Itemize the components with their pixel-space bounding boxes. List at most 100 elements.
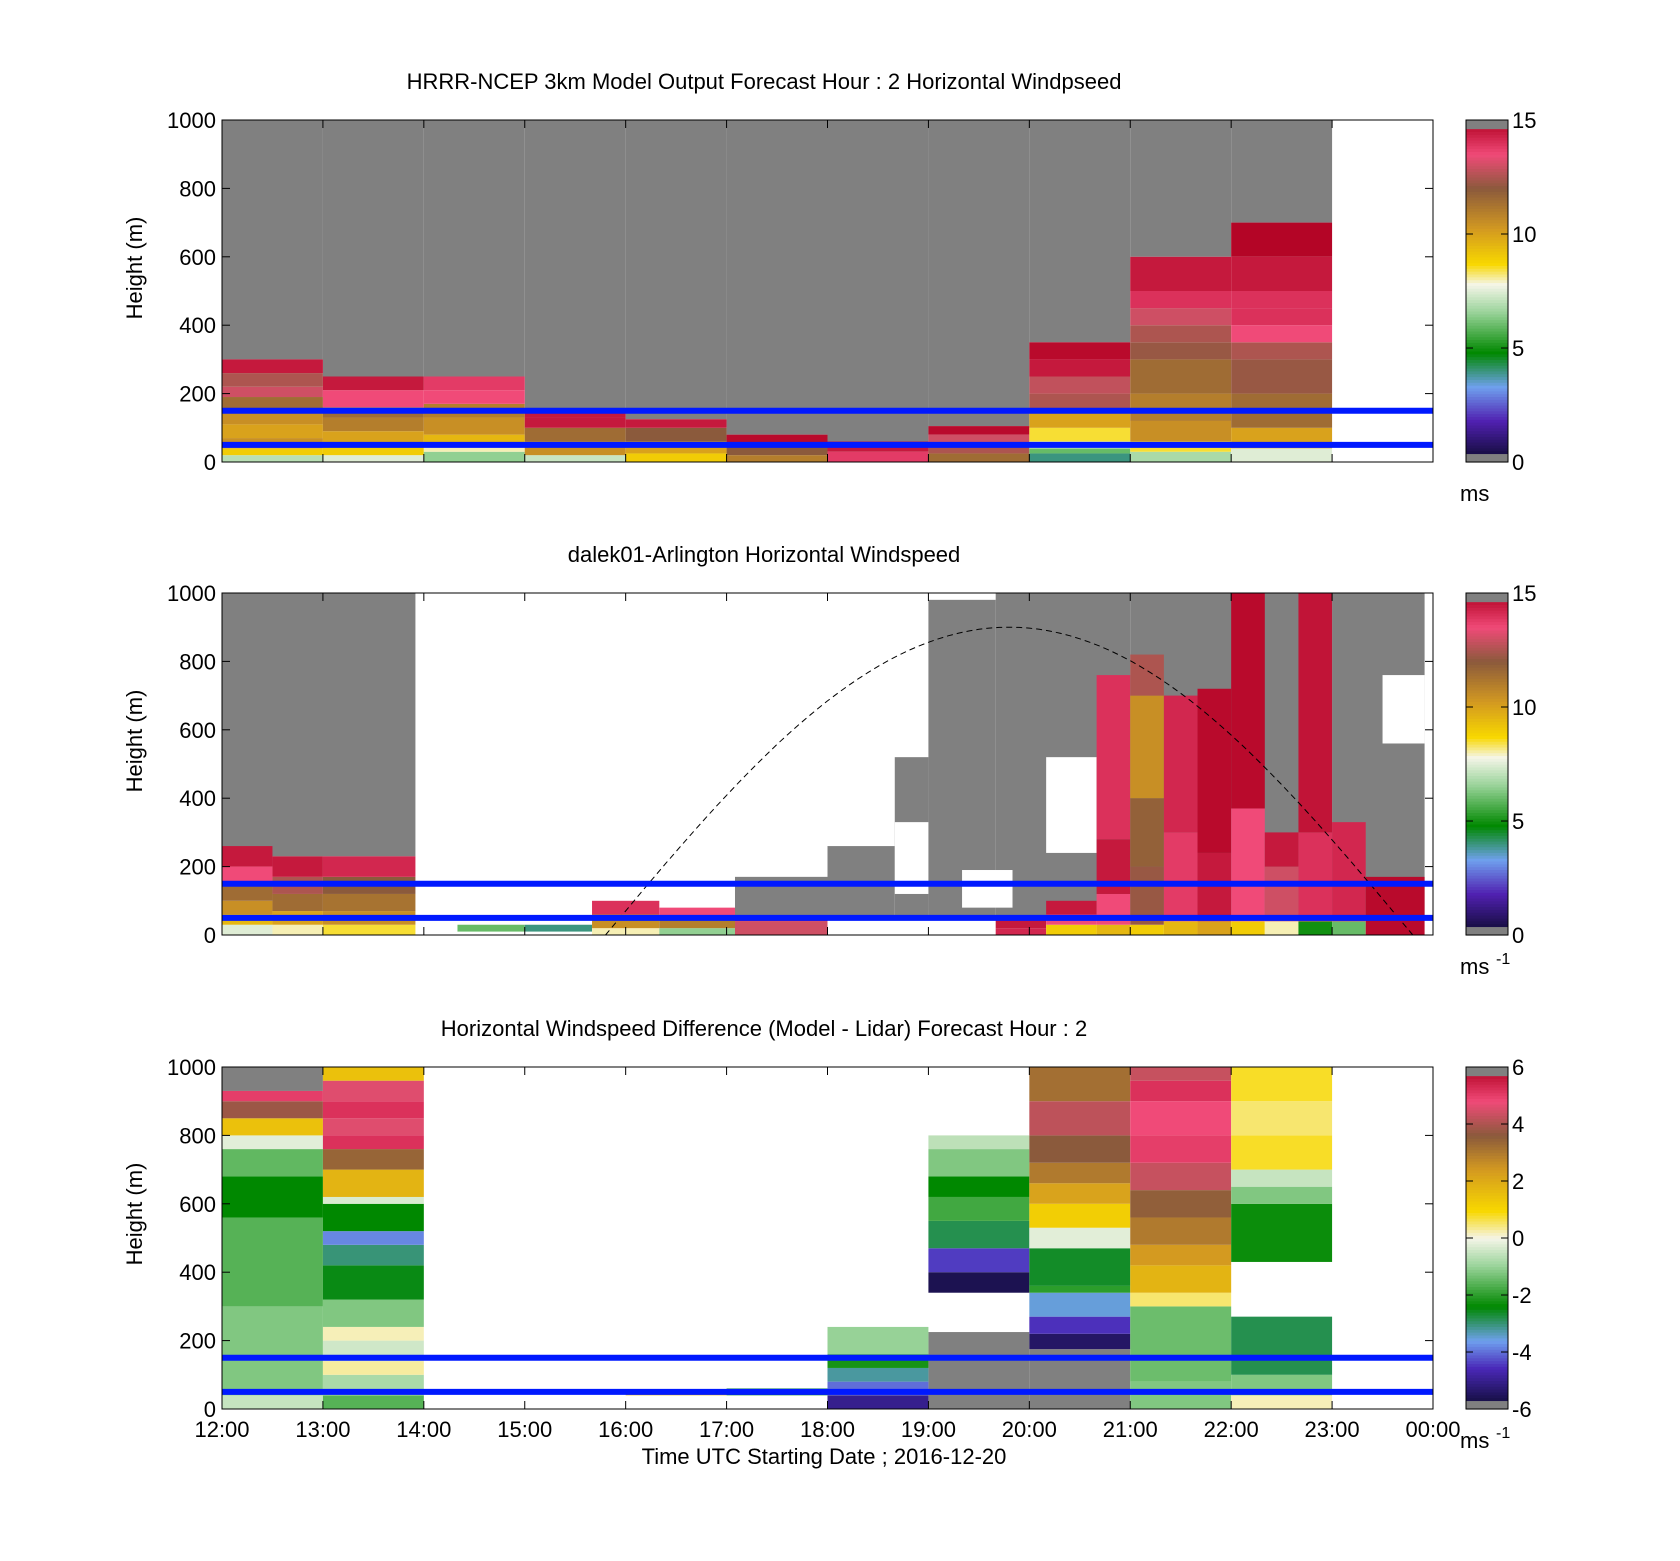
colorbar-segment [1466,390,1508,395]
colorbar-segment [1466,783,1508,788]
colorbar-segment [1466,855,1508,859]
heatmap-cell [995,928,1047,935]
heatmap-cell [222,1101,323,1119]
colorbar-segment [1466,1189,1508,1193]
colorbar-segment [1466,122,1508,127]
heatmap-cell [1231,448,1333,462]
colorbar-segment [1466,698,1508,702]
heatmap-cell [222,846,273,867]
colorbar-segment [1466,387,1508,392]
colorbar-segment [1466,1334,1508,1339]
colorbar-segment [1466,148,1508,152]
heatmap-cell [1029,1135,1131,1163]
colorbar-segment [1466,382,1508,386]
x-tick-label: 16:00 [598,1417,653,1442]
colorbar-segment [1466,222,1508,227]
heatmap-cell [1029,1227,1131,1249]
colorbar-segment [1466,196,1508,201]
heatmap-cell [1130,798,1164,867]
colorbar-segment [1466,1141,1508,1145]
colorbar-segment [1466,430,1508,435]
colorbar-segment [1466,1220,1508,1225]
colorbar-segment [1466,1092,1508,1097]
x-tick-label: 15:00 [497,1417,552,1442]
heatmap-cell [322,455,424,462]
heatmap-cell [1197,921,1232,935]
colorbar-segment [1466,595,1508,600]
colorbar-segment [1466,1397,1508,1402]
missing-data-region [1029,120,1131,343]
heatmap-cell [322,376,424,391]
colorbar-segment [1466,185,1508,189]
colorbar-segment [1466,803,1508,808]
heatmap-cell [272,924,323,935]
colorbar-segment [1466,276,1508,281]
colorbar-segment [1466,194,1508,198]
colorbar-segment [1466,316,1508,321]
colorbar-segment [1466,1283,1508,1288]
colorbar-segment [1466,1226,1508,1231]
heatmap-cell [272,856,323,877]
heatmap-cell [322,390,424,408]
heatmap-cell [726,444,828,456]
colorbar-segment [1466,259,1508,264]
heatmap-cell [995,917,1047,929]
heatmap-cell [272,893,323,912]
heatmap-cell [1029,1333,1131,1350]
colorbar-segment [1466,450,1508,455]
colorbar-segment [1466,1158,1508,1162]
colorbar-segment [1466,632,1508,637]
colorbar-segment [1466,641,1508,645]
colorbar-segment [1466,644,1508,648]
colorbar-segment [1466,1218,1508,1222]
heatmap-cell [1029,1248,1131,1286]
colorbar-segment [1466,1257,1508,1262]
colorbar-segment [1466,707,1508,711]
colorbar-segment [1466,330,1508,335]
heatmap-cell [1130,1067,1232,1081]
panel-1: HRRR-NCEP 3km Model Output Forecast Hour… [122,69,1536,506]
heatmap-cell [423,434,525,445]
heatmap-cell [827,1367,929,1382]
heatmap-cell [1130,924,1164,935]
heatmap-cell [524,924,593,932]
colorbar-segment [1466,379,1508,383]
missing-data-region [222,593,416,857]
colorbar-segment [1466,1223,1508,1228]
heatmap-cell [1029,359,1131,377]
colorbar-segment [1466,245,1508,249]
colorbar-segment [1466,1300,1508,1305]
colorbar-tick-label: -2 [1512,1283,1532,1308]
heatmap-cell [222,1135,323,1150]
colorbar-segment [1466,359,1508,363]
heatmap-cell [222,373,323,387]
heatmap-cell [322,1135,424,1150]
colorbar-segment [1466,1206,1508,1211]
colorbar-segment [1466,792,1508,796]
y-tick-label: 1000 [167,581,216,606]
heatmap-cell [1231,1101,1333,1136]
colorbar-segment [1466,764,1508,768]
heatmap-cell [1231,222,1333,257]
heatmap-cell [726,434,828,445]
heatmap-cell [1231,359,1333,394]
colorbar-segment [1466,165,1508,170]
heatmap-cell [322,1101,424,1119]
colorbar-segment [1466,741,1508,745]
heatmap-cell [1130,695,1164,799]
colorbar-segment [1466,1240,1508,1245]
colorbar-segment [1466,1312,1508,1316]
no-data-gap [1382,675,1425,744]
y-tick-label: 400 [179,786,216,811]
colorbar-segment [1466,191,1508,195]
colorbar-segment [1466,1366,1508,1370]
colorbar-segment [1466,125,1508,130]
heatmap-cell [1046,900,1097,915]
colorbar-segment [1466,137,1508,141]
heatmap-cell [1298,832,1333,922]
missing-data-region [222,120,323,360]
colorbar-segment [1466,809,1508,814]
colorbar-segment [1466,1332,1508,1336]
colorbar-tick-label: 6 [1512,1055,1524,1080]
heatmap-cell [928,1196,1030,1221]
